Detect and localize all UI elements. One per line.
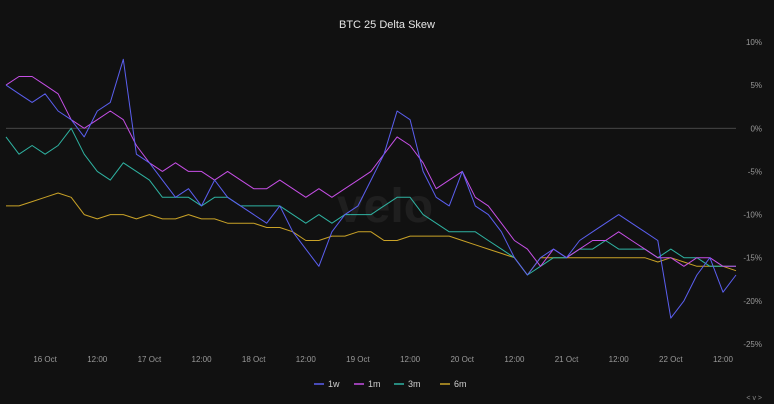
legend-label: 3m: [408, 379, 421, 389]
x-tick-label: 20 Oct: [450, 355, 474, 364]
y-tick-label: -5%: [748, 167, 762, 176]
x-axis: 16 Oct 12:00 17 Oct 12:00 18 Oct 12:00 19 Oct 1…: [33, 355, 733, 364]
series-line-1w: [5, 58, 737, 319]
x-tick-label: 12:00: [713, 355, 734, 364]
legend-label: 1m: [368, 379, 381, 389]
y-tick-label: -10%: [743, 211, 762, 220]
x-tick-label: 12:00: [609, 355, 630, 364]
x-tick-label: 12:00: [296, 355, 317, 364]
legend-label: 6m: [454, 379, 467, 389]
legend-item-6m[interactable]: 6m: [440, 379, 467, 389]
legend-item-3m[interactable]: 3m: [394, 379, 421, 389]
x-tick-label: 18 Oct: [242, 355, 266, 364]
y-tick-label: 0%: [750, 124, 762, 133]
legend-label: 1w: [328, 379, 340, 389]
legend: 1w 1m 3m 6m: [314, 379, 467, 389]
series-line-1m: [5, 76, 736, 267]
series-group: [5, 58, 737, 319]
series-line-6m: [6, 192, 737, 276]
x-tick-label: 21 Oct: [555, 355, 579, 364]
x-tick-label: 16 Oct: [33, 355, 57, 364]
y-axis: 10% 5% 0% -5% -10% -15% -20% -25%: [743, 38, 762, 349]
chart-title: BTC 25 Delta Skew: [339, 19, 435, 31]
y-tick-label: -15%: [743, 254, 762, 263]
x-tick-label: 12:00: [87, 355, 108, 364]
x-tick-label: 19 Oct: [346, 355, 370, 364]
footer-controls[interactable]: < v >: [746, 395, 762, 402]
x-tick-label: 12:00: [192, 355, 213, 364]
legend-item-1m[interactable]: 1m: [354, 379, 381, 389]
x-tick-label: 12:00: [504, 355, 525, 364]
y-tick-label: 5%: [750, 81, 762, 90]
y-tick-label: -25%: [743, 340, 762, 349]
watermark-logo: velo: [337, 180, 433, 233]
x-tick-label: 12:00: [400, 355, 421, 364]
y-tick-label: -20%: [743, 297, 762, 306]
x-tick-label: 17 Oct: [138, 355, 162, 364]
y-tick-label: 10%: [746, 38, 762, 47]
x-tick-label: 22 Oct: [659, 355, 683, 364]
series-line-3m: [5, 127, 736, 276]
legend-item-1w[interactable]: 1w: [314, 379, 340, 389]
